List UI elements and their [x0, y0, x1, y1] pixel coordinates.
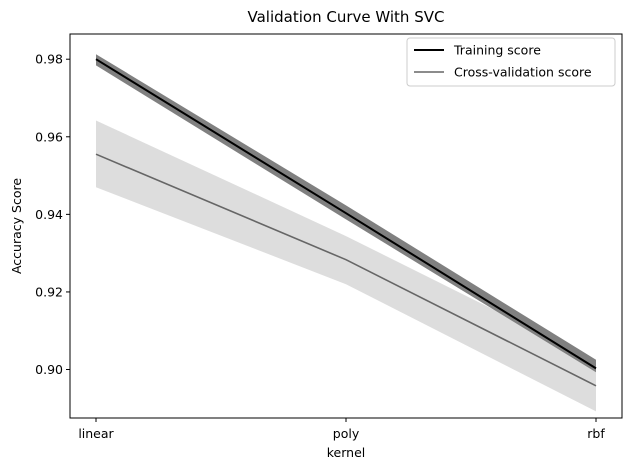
confidence-band-cross-validation — [96, 120, 596, 412]
x-axis-title: kernel — [327, 445, 366, 460]
y-tick-label: 0.94 — [35, 207, 63, 222]
y-tick-label: 0.90 — [35, 362, 63, 377]
y-tick-label: 0.98 — [35, 52, 63, 67]
y-tick-label: 0.96 — [35, 129, 63, 144]
y-axis-ticks: 0.90 0.92 0.94 0.96 0.98 — [35, 52, 70, 377]
legend-label: Cross-validation score — [454, 65, 592, 80]
x-tick-label: poly — [333, 426, 360, 441]
y-tick-label: 0.92 — [35, 284, 63, 299]
x-tick-label: rbf — [587, 426, 605, 441]
series-lines — [95, 58, 597, 387]
series-line-cross-validation — [95, 153, 597, 387]
legend-box — [406, 37, 616, 87]
x-tick-label: linear — [78, 426, 114, 441]
legend-label: Training score — [453, 43, 541, 58]
y-axis-title: Accuracy Score — [9, 178, 24, 274]
x-axis-ticks: linear poly rbf — [78, 418, 605, 441]
series-line-training — [95, 58, 597, 370]
chart-title: Validation Curve With SVC — [248, 8, 445, 26]
confidence-bands — [96, 54, 596, 412]
legend: Training score Cross-validation score — [406, 37, 616, 87]
